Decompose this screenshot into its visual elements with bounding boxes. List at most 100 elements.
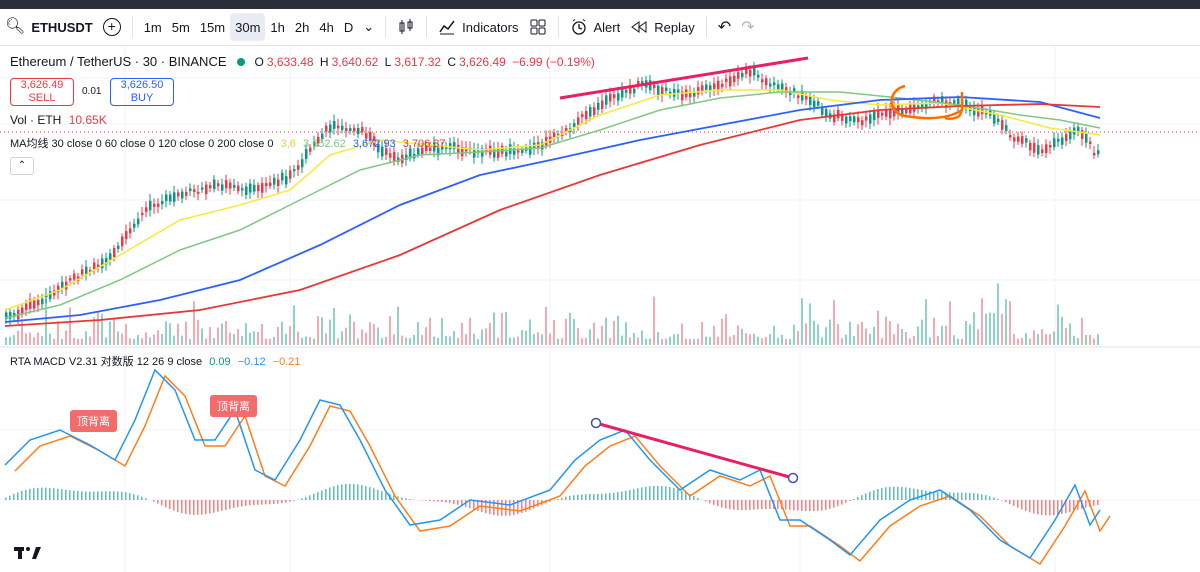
macd-histogram-bar <box>865 493 867 500</box>
buy-button[interactable]: 3,626.50 BUY <box>110 78 174 106</box>
macd-histogram-bar <box>713 500 715 505</box>
candle-body <box>141 212 144 216</box>
volume-bar <box>77 338 79 345</box>
volume-bar <box>661 338 663 345</box>
drawings <box>559 56 964 484</box>
candle-body <box>929 100 932 105</box>
volume-bar <box>833 300 835 345</box>
macd-histogram-bar <box>873 490 875 500</box>
interval-1h[interactable]: 1h <box>270 19 285 35</box>
candle-body <box>437 147 440 156</box>
volume-bar <box>341 331 343 345</box>
ma30-value: 3,6 <box>280 138 296 150</box>
interval-30m[interactable]: 30m <box>230 13 266 41</box>
volume-bar <box>405 337 407 345</box>
volume-bar <box>805 323 807 345</box>
volume-bar <box>909 338 911 345</box>
interval-dropdown[interactable]: ⌄ <box>358 13 379 41</box>
macd-histogram-bar <box>861 495 863 500</box>
macd-histogram-bar <box>305 496 307 500</box>
macd-histogram-bar <box>181 500 183 514</box>
separator <box>557 16 559 38</box>
undo-button[interactable]: ↶ <box>713 13 736 41</box>
volume-bar <box>285 333 287 345</box>
indicators-button[interactable]: Indicators <box>433 13 523 41</box>
volume-bar <box>693 338 695 345</box>
volume-bar <box>425 327 427 345</box>
volume-bar <box>621 335 623 345</box>
candle-body <box>529 146 532 155</box>
sell-price: 3,626.49 <box>20 79 64 91</box>
macd-histogram-bar <box>325 488 327 500</box>
volume-bar <box>401 335 403 345</box>
candle-body <box>957 98 960 106</box>
candle-body <box>693 91 696 97</box>
candle-body <box>205 184 208 195</box>
volume-bar <box>917 326 919 345</box>
interval-15m[interactable]: 15m <box>199 19 226 35</box>
alert-label: Alert <box>593 19 621 35</box>
candle-body <box>157 203 160 207</box>
candle-body <box>5 312 8 319</box>
compare-button[interactable]: + <box>98 13 126 41</box>
interval-d[interactable]: D <box>343 19 354 35</box>
candle-body <box>613 94 616 99</box>
macd-histogram-bar <box>173 500 175 511</box>
interval-2h[interactable]: 2h <box>294 19 310 35</box>
macd-histogram-bar <box>953 492 955 500</box>
macd-histogram-bar <box>385 492 387 500</box>
volume-bar <box>1061 316 1063 345</box>
search-icon: 🔍︎ <box>5 18 26 35</box>
macd-histogram-bar <box>789 500 791 510</box>
candle-body <box>353 127 356 132</box>
symbol-search[interactable]: 🔍︎ ETHUSDT <box>0 13 98 41</box>
interval-1m[interactable]: 1m <box>143 19 162 35</box>
candle-body <box>625 89 628 93</box>
candle-body <box>577 117 580 125</box>
volume-bar <box>957 338 959 345</box>
collapse-legend-button[interactable]: ⌃ <box>10 157 34 175</box>
volume-bar <box>377 327 379 345</box>
volume-bar <box>721 318 723 345</box>
volume-bar <box>901 329 903 345</box>
candle-body <box>617 93 620 101</box>
sell-button[interactable]: 3,626.49 SELL <box>10 78 74 106</box>
candle-body <box>785 87 788 93</box>
candle-body <box>817 101 820 106</box>
macd-histogram-bar <box>5 497 7 500</box>
macd-histogram-bar <box>425 500 427 501</box>
chart-type-button[interactable] <box>392 13 420 41</box>
volume-bar <box>821 337 823 345</box>
macd-histogram-bar <box>585 494 587 500</box>
candle-body <box>1009 135 1012 138</box>
volume-bar <box>193 301 195 345</box>
interval-4h[interactable]: 4h <box>319 19 334 35</box>
macd-histogram-bar <box>89 491 91 500</box>
candle-body <box>1013 137 1016 142</box>
candle-body <box>505 151 508 157</box>
volume-bar <box>309 336 311 345</box>
macd-histogram-bar <box>1021 500 1023 510</box>
volume-bar <box>1069 323 1071 345</box>
volume-bar <box>121 333 123 345</box>
candle-body <box>169 194 172 202</box>
macd-histogram-bar <box>97 491 99 500</box>
layouts-button[interactable] <box>524 13 552 41</box>
macd-histogram-bar <box>833 500 835 508</box>
volume-bar <box>1045 334 1047 345</box>
macd-histogram-bar <box>645 486 647 500</box>
macd-histogram-bar <box>985 495 987 500</box>
macd-histogram-bar <box>477 500 479 511</box>
candle-body <box>53 290 56 296</box>
macd-histogram-bar <box>137 495 139 500</box>
alert-button[interactable]: Alert <box>565 13 626 41</box>
interval-5m[interactable]: 5m <box>171 19 190 35</box>
macd-histogram-bar <box>757 500 759 510</box>
macd-histogram-bar <box>105 491 107 500</box>
candle-body <box>13 312 16 317</box>
candle-body <box>741 72 744 78</box>
replay-button[interactable]: Replay <box>625 13 699 41</box>
candle-body <box>1037 145 1040 155</box>
redo-button[interactable]: ↷ <box>736 13 759 41</box>
